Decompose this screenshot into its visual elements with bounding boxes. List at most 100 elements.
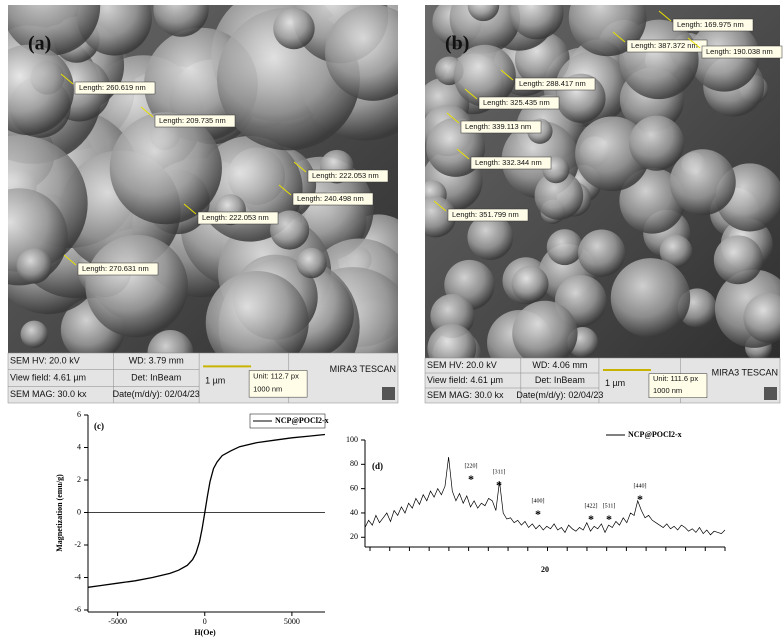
info-view-field: View field: 4.61 µm — [427, 375, 503, 385]
panel-label: (a) — [28, 33, 51, 55]
measure-box — [470, 156, 552, 170]
peak-marker: * — [588, 512, 594, 526]
unit: Unit: 111.6 px — [653, 374, 698, 383]
particle — [511, 265, 549, 303]
particle — [619, 167, 686, 234]
x-tick-label: 5000 — [284, 617, 300, 626]
particle — [629, 115, 685, 171]
info-hv: SEM HV: 20.0 kV — [427, 360, 497, 370]
measurement: Length: 288.417 nm — [519, 79, 586, 88]
peak-marker: * — [637, 492, 643, 506]
unit-box — [648, 373, 708, 398]
legend-box — [249, 413, 326, 429]
measure-box — [197, 211, 279, 225]
peak-label: [440] — [634, 483, 647, 489]
measurement: Length: 332.344 nm — [475, 158, 542, 167]
measure-line — [687, 37, 701, 49]
y-tick-label: 4 — [77, 442, 81, 451]
measure-box — [74, 81, 156, 95]
info-scale: 1 µm — [605, 378, 625, 388]
info-bar — [7, 352, 399, 404]
peak-label: [311] — [493, 469, 506, 475]
info-wd: WD: 4.06 mm — [532, 360, 587, 370]
legend-label: NCP@POCl2-x — [628, 430, 682, 439]
info-scale: 1 µm — [205, 376, 225, 386]
y-tick-label: -6 — [74, 605, 81, 614]
logo — [382, 387, 395, 400]
info-view-field: View field: 4.61 µm — [10, 372, 86, 382]
measure-line — [658, 10, 672, 22]
measurement: Length: 240.498 nm — [297, 194, 364, 203]
particle — [324, 5, 398, 101]
particle — [546, 229, 583, 266]
particle — [610, 258, 691, 338]
measurement: Length: 190.038 nm — [706, 47, 773, 56]
particle — [20, 320, 48, 348]
measurement: Length: 222.053 nm — [202, 213, 269, 222]
y-tick-label: 40 — [350, 508, 358, 517]
particle — [205, 270, 309, 353]
peak-marker: * — [496, 478, 502, 492]
measure-box — [292, 192, 374, 206]
y-tick-label: 60 — [350, 483, 358, 492]
measure-line — [500, 69, 514, 81]
unit: Unit: 112.7 px — [253, 371, 299, 380]
x-axis-label: H(Oe) — [194, 628, 216, 637]
particle — [427, 324, 477, 358]
y-axis-label: Magnetization (emu/g) — [55, 474, 64, 552]
panel-label: (d) — [372, 461, 383, 471]
info-mag: SEM MAG: 30.0 kx — [427, 390, 504, 400]
data-line — [364, 456, 726, 536]
particle — [743, 292, 780, 343]
y-tick-label: -2 — [74, 540, 81, 549]
particle — [109, 112, 222, 225]
peak-marker: * — [606, 512, 612, 526]
measurement: Length: 169.975 nm — [677, 20, 744, 29]
measure-box — [77, 262, 159, 276]
peak-marker: * — [535, 507, 541, 521]
unit-box — [248, 370, 308, 398]
x-tick-label: -5000 — [108, 617, 127, 626]
y-tick-label: 20 — [350, 532, 358, 541]
info-date: Date(m/d/y): 02/04/23 — [113, 389, 200, 399]
info-hv: SEM HV: 20.0 kV — [10, 356, 80, 366]
measure-line — [433, 200, 447, 212]
particle — [153, 5, 209, 37]
y-tick-label: 80 — [350, 459, 358, 468]
measure-box — [672, 18, 754, 32]
peak-label: [220] — [465, 463, 478, 469]
particle — [467, 214, 514, 261]
logo — [764, 387, 777, 400]
measure-line — [612, 31, 626, 43]
particle — [510, 5, 564, 40]
y-tick-label: -4 — [74, 572, 81, 581]
measurement: Length: 222.053 nm — [312, 171, 379, 180]
panel-label: (c) — [94, 421, 104, 431]
measure-line — [464, 88, 478, 100]
measure-box — [447, 208, 529, 222]
measure-box — [514, 77, 596, 91]
measure-line — [60, 73, 74, 85]
x-axis-label: 20 — [541, 565, 549, 574]
measurement: Length: 325.435 nm — [483, 98, 550, 107]
info-wd: WD: 3.79 mm — [129, 356, 184, 366]
measure-box — [701, 45, 783, 59]
x-tick-label: 0 — [203, 617, 207, 626]
info-brand: MIRA3 TESCAN — [330, 364, 396, 374]
measurement: Length: 270.631 nm — [82, 264, 149, 273]
info-mag: SEM MAG: 30.0 kx — [10, 389, 87, 399]
measurement: Length: 351.799 nm — [452, 210, 519, 219]
measure-box — [307, 169, 389, 183]
particle — [534, 171, 584, 220]
measure-line — [140, 106, 154, 118]
particle — [85, 234, 188, 338]
particle — [296, 247, 327, 279]
measure-box — [460, 120, 542, 134]
particle — [449, 5, 521, 54]
y-tick-label: 0 — [77, 507, 81, 516]
peak-label: [422] — [585, 503, 598, 509]
peak-label: [511] — [603, 503, 616, 509]
sem-texture — [425, 5, 780, 358]
unit-nm: 1000 nm — [253, 385, 282, 394]
